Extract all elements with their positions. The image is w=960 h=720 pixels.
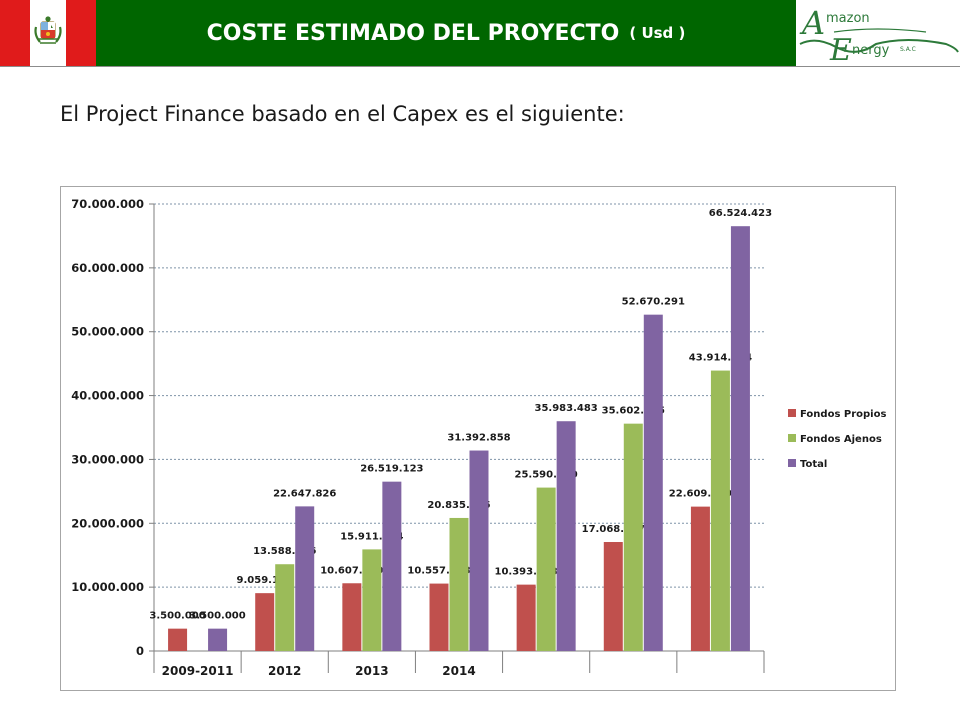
bar [623,423,643,651]
data-label: 13.588.696 [253,546,316,557]
bar [710,370,730,651]
legend-label: Total [800,459,827,470]
unit-label: ( Usd ) [629,24,686,42]
y-tick-label: 70.000.000 [71,197,144,211]
bar [603,542,623,651]
legend-swatch [788,409,796,417]
data-label: 9.059.131 [237,575,293,586]
amazon-energy-logo: A mazon E nergy S.A.C [796,0,960,68]
data-label: 43.914.654 [689,353,752,364]
coat-of-arms-icon [34,16,62,44]
data-label: 10.557.143 [407,566,470,577]
data-label: 15.911.474 [340,531,403,542]
data-label: 10.393.393 [495,567,558,578]
x-tick-label: 2012 [268,664,301,678]
intro-text: El Project Finance basado en el Capex es… [60,102,625,126]
data-label: 35.983.483 [535,403,598,414]
data-label: 3.500.000 [189,611,245,622]
bar [382,481,402,651]
bar [429,583,449,651]
bar [208,628,228,651]
bar [362,549,382,651]
bar [469,450,489,651]
bar [168,628,188,651]
svg-text:E: E [829,33,852,66]
data-label: 35.602.175 [602,406,665,417]
chart-container: 0 10.000.000 20.000.000 30.000.000 40.000.00… [60,186,896,691]
bar [342,583,362,651]
data-label: 10.607.649 [320,565,383,576]
bar [643,314,663,651]
data-label: 31.392.858 [447,433,510,444]
legend-swatch [788,434,796,442]
page-title: COSTE ESTIMADO DEL PROYECTO [206,20,620,46]
flag-red-stripe [66,0,96,66]
y-tick-label: 40.000.000 [71,389,144,403]
data-label: 3.500.000 [149,611,205,622]
header: COSTE ESTIMADO DEL PROYECTO ( Usd ) A ma… [0,0,960,68]
legend-label: Fondos Ajenos [800,434,882,445]
data-label: 52.670.291 [622,297,685,308]
x-tick-label: 2013 [355,664,388,678]
bar [730,226,750,652]
legend-label: Fondos Propios [800,409,886,420]
bar [255,593,275,651]
bar [556,421,576,651]
flag-white-stripe [30,0,66,66]
bar-chart: 0 10.000.000 20.000.000 30.000.000 40.000.00… [71,197,886,678]
data-label: 22.647.826 [273,488,336,499]
svg-text:A: A [799,4,825,42]
y-tick-label: 10.000.000 [71,580,144,594]
y-tick-label: 20.000.000 [71,516,144,530]
bar [516,584,536,651]
bar [690,506,710,651]
data-label: 66.524.423 [709,208,772,219]
flag-red-stripe [0,0,30,66]
x-tick-label: 2009-2011 [162,664,234,678]
x-tick-label: 2014 [442,664,475,678]
y-tick-label: 0 [136,644,144,658]
svg-text:nergy: nergy [852,43,890,58]
svg-text:mazon: mazon [826,11,870,26]
data-label: 26.519.123 [360,464,423,475]
data-label: 25.590.090 [515,470,578,481]
data-label: 17.068.117 [582,524,645,535]
bar [536,487,556,651]
data-label: 22.609.769 [669,489,732,500]
title-bar: COSTE ESTIMADO DEL PROYECTO ( Usd ) [96,0,796,66]
bar [295,506,315,651]
data-label: 20.835.715 [427,500,490,511]
svg-text:S.A.C: S.A.C [900,46,916,53]
bar [449,517,469,651]
y-tick-label: 60.000.000 [71,261,144,275]
y-tick-label: 30.000.000 [71,452,144,466]
legend-swatch [788,459,796,467]
y-tick-label: 50.000.000 [71,325,144,339]
peru-flag-icon [0,0,96,66]
bar [275,564,295,651]
